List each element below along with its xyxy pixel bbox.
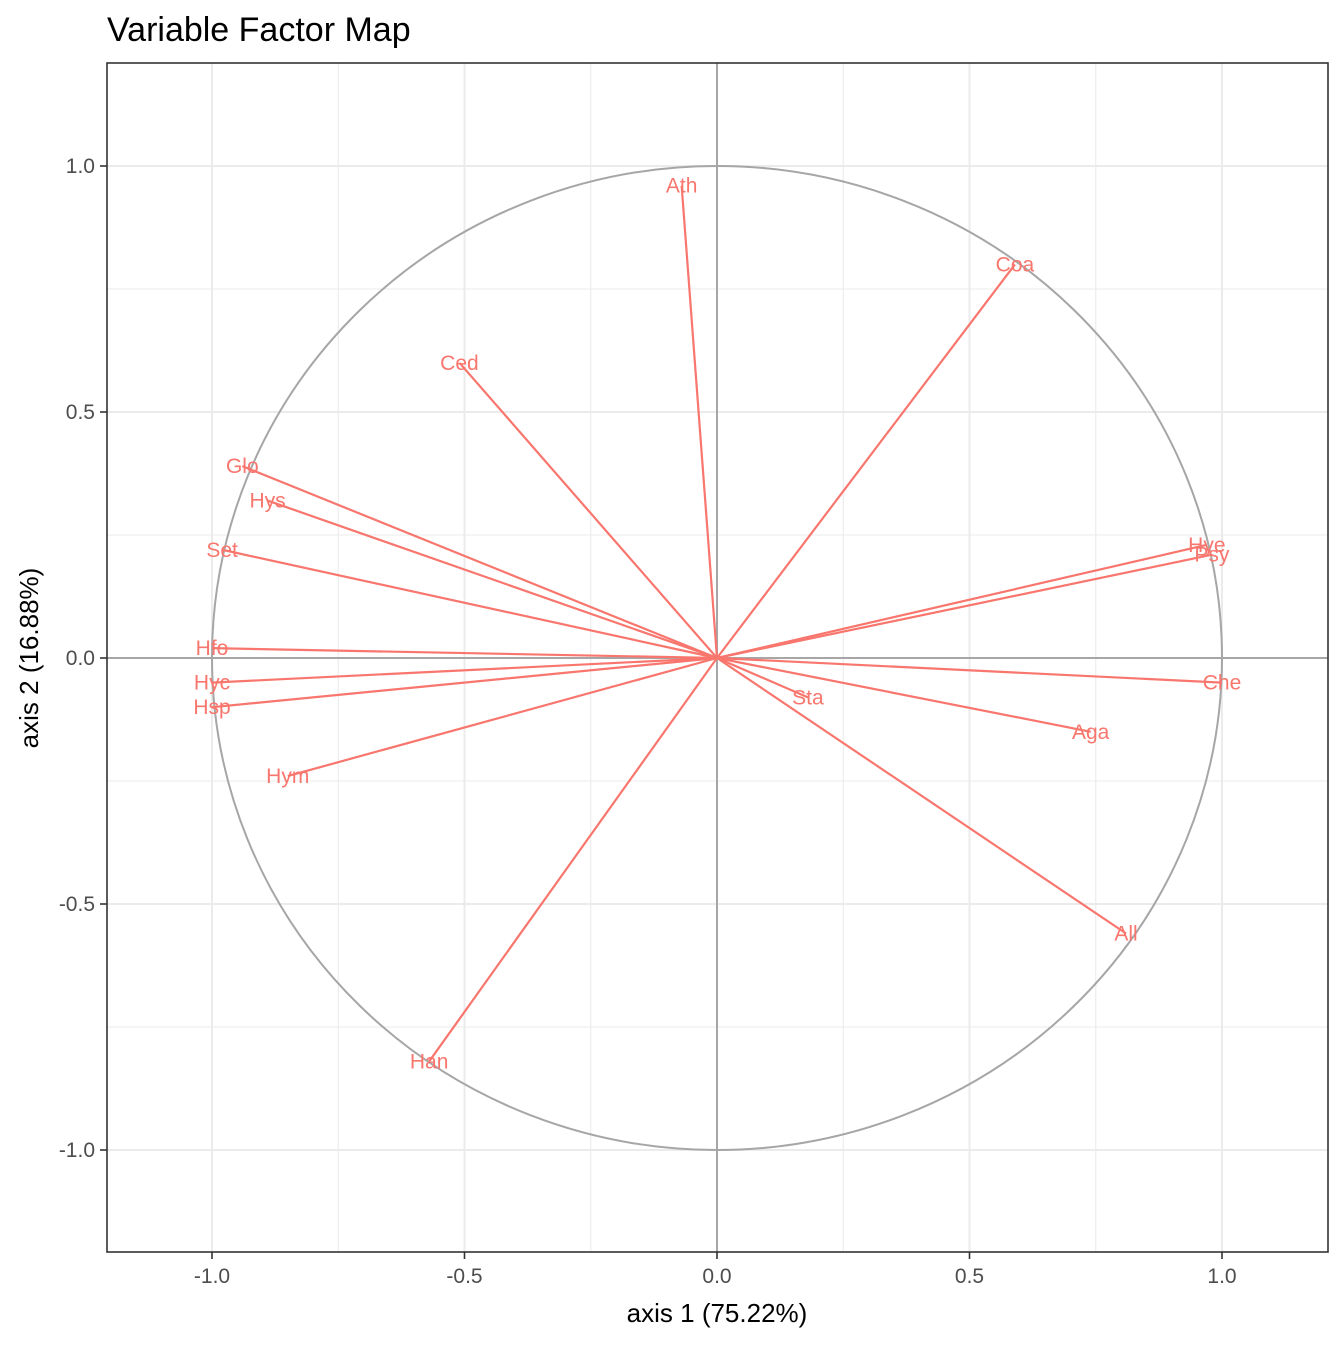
axis-ticks: -1.0 -0.5 0.0 0.5 1.0 -1.0 -0.5 0.0 0.5 1.0 [59, 155, 1237, 1288]
arrow-sta [716, 656, 809, 699]
label-sta: Sta [792, 686, 824, 709]
arrow-ath [680, 185, 719, 659]
label-hye: Hye [1188, 534, 1225, 557]
arrow-hfo [211, 647, 718, 660]
y-axis-label: axis 2 (16.88%) [14, 568, 44, 749]
arrow-all [716, 657, 1127, 935]
label-psy: Psy [1194, 544, 1230, 567]
arrow-hye [716, 543, 1208, 660]
label-han: Han [410, 1050, 449, 1073]
label-hyc: Hyc [194, 672, 230, 695]
arrow-psy [716, 553, 1213, 660]
y-tick-label: 1.0 [66, 155, 95, 178]
y-tick-label: 0.0 [66, 647, 95, 670]
arrow-set [221, 548, 718, 660]
label-coa: Coa [996, 253, 1035, 276]
arrow-ced [458, 362, 718, 659]
arrow-hym [287, 656, 718, 778]
y-tick-label: 0.5 [66, 401, 95, 424]
label-hym: Hym [266, 765, 309, 788]
x-axis-label: axis 1 (75.22%) [627, 1298, 808, 1328]
arrow-hys [267, 499, 718, 660]
x-tick-label: -1.0 [194, 1265, 230, 1288]
arrow-han [428, 657, 718, 1063]
label-glo: Glo [226, 455, 259, 478]
label-hfo: Hfo [196, 637, 229, 660]
y-tick-label: -0.5 [59, 893, 95, 916]
y-tick-label: -1.0 [59, 1139, 95, 1162]
x-tick-label: -0.5 [446, 1265, 482, 1288]
label-set: Set [206, 539, 238, 562]
label-aga: Aga [1072, 721, 1110, 744]
label-all: All [1114, 923, 1137, 946]
arrow-glo [241, 465, 718, 660]
arrow-hsp [211, 656, 718, 709]
variable-arrows [211, 185, 1223, 1063]
label-che: Che [1203, 672, 1242, 695]
arrow-coa [716, 263, 1016, 659]
label-ced: Ced [440, 352, 479, 375]
arrow-aga [716, 656, 1091, 733]
chart-title: Variable Factor Map [107, 11, 411, 49]
correlation-circle [211, 165, 1223, 1151]
label-ath: Ath [666, 175, 698, 198]
arrow-che [716, 656, 1223, 684]
x-tick-label: 0.0 [702, 1265, 731, 1288]
label-hys: Hys [249, 490, 285, 513]
label-hsp: Hsp [193, 696, 230, 719]
x-tick-label: 0.5 [955, 1265, 984, 1288]
arrow-hyc [211, 656, 718, 684]
x-tick-label: 1.0 [1207, 1265, 1236, 1288]
